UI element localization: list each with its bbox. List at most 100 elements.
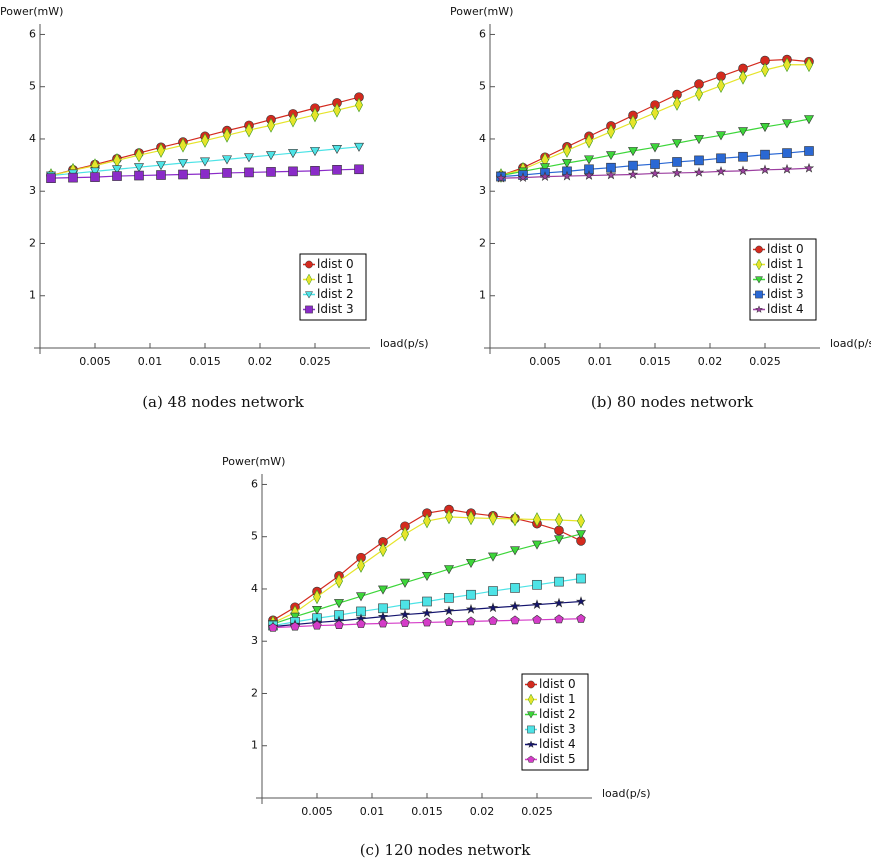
marker	[672, 157, 682, 167]
marker	[309, 147, 321, 157]
marker	[290, 621, 300, 631]
marker	[509, 600, 521, 611]
marker	[467, 510, 475, 526]
marker	[511, 511, 519, 527]
x-axis-label: load(p/s)	[380, 337, 429, 350]
legend-marker	[527, 693, 535, 706]
marker	[243, 153, 255, 163]
x-axis-label: load(p/s)	[830, 337, 871, 350]
marker	[585, 133, 593, 149]
caption: (b) 80 nodes network	[591, 393, 754, 411]
x-axis-label: load(p/s)	[602, 787, 651, 800]
x-tick-label: 0.02	[698, 355, 723, 368]
x-tick-label: 0.015	[639, 355, 671, 368]
marker	[761, 62, 769, 78]
y-tick-label: 6	[479, 27, 486, 40]
marker	[487, 552, 499, 562]
marker	[759, 123, 771, 133]
x-tick-label: 0.02	[248, 355, 273, 368]
marker	[737, 127, 749, 137]
marker	[422, 596, 432, 607]
legend-marker	[754, 276, 764, 284]
marker	[222, 168, 232, 178]
marker	[378, 618, 388, 628]
marker	[488, 615, 498, 625]
marker	[266, 167, 276, 177]
marker	[575, 530, 587, 540]
marker	[715, 165, 727, 176]
marker	[532, 614, 542, 624]
marker	[465, 603, 477, 614]
y-tick-label: 3	[479, 184, 486, 197]
marker	[399, 578, 411, 588]
marker	[311, 605, 323, 615]
legend-marker	[305, 305, 313, 314]
legend-label: ldist 5	[539, 752, 576, 766]
y-tick-label: 2	[251, 686, 258, 699]
legend-label: ldist 1	[539, 692, 576, 706]
marker	[334, 620, 344, 629]
marker	[803, 115, 815, 125]
legend-label: ldist 3	[317, 302, 354, 316]
marker	[353, 142, 365, 152]
marker	[156, 170, 166, 180]
marker	[134, 170, 144, 181]
marker	[804, 146, 814, 156]
y-tick-label: 5	[251, 530, 258, 543]
caption: (c) 120 nodes network	[360, 841, 532, 859]
legend-marker	[304, 291, 314, 299]
marker	[607, 124, 615, 140]
marker	[627, 169, 639, 179]
marker	[715, 131, 727, 141]
marker	[223, 127, 231, 143]
chart: Power(mW) load(p/s) (a) 48 nodes network 1 2…	[0, 5, 429, 411]
marker	[201, 133, 209, 148]
y-tick-label: 1	[29, 289, 36, 302]
y-tick-label: 3	[29, 184, 36, 197]
marker	[355, 592, 367, 602]
marker	[693, 166, 705, 177]
marker	[575, 596, 587, 606]
marker	[335, 573, 343, 589]
marker	[443, 605, 455, 616]
marker	[400, 618, 410, 627]
marker	[531, 540, 543, 550]
marker	[399, 609, 411, 619]
y-tick-label: 2	[29, 236, 36, 249]
legend-marker	[526, 740, 536, 749]
marker	[421, 572, 433, 582]
marker	[133, 163, 145, 173]
marker	[244, 167, 254, 178]
marker	[466, 589, 476, 600]
marker	[539, 163, 551, 173]
legend-label: ldist 4	[539, 737, 576, 751]
y-tick-label: 6	[251, 477, 258, 490]
y-axis-label: Power(mW)	[0, 5, 63, 18]
marker	[179, 137, 187, 153]
legend-label: ldist 3	[539, 722, 576, 736]
marker	[783, 57, 791, 73]
marker	[760, 149, 770, 160]
marker	[737, 165, 749, 176]
legend-marker	[754, 305, 764, 314]
marker	[289, 112, 297, 128]
legend-marker	[305, 260, 313, 269]
y-tick-label: 4	[29, 132, 36, 145]
legend-marker	[527, 755, 535, 763]
marker	[465, 558, 477, 568]
y-tick-label: 2	[479, 236, 486, 249]
y-tick-label: 4	[251, 582, 258, 595]
y-tick-label: 1	[479, 289, 486, 302]
marker	[533, 512, 541, 527]
marker	[554, 614, 564, 624]
x-tick-label: 0.01	[360, 805, 385, 818]
legend-label: ldist 2	[767, 272, 804, 286]
x-tick-label: 0.02	[470, 805, 495, 818]
marker	[401, 526, 409, 542]
marker	[178, 169, 188, 180]
marker	[627, 147, 639, 157]
legend-label: ldist 0	[317, 257, 354, 271]
legend-label: ldist 0	[767, 242, 804, 256]
x-tick-label: 0.015	[411, 805, 443, 818]
y-tick-label: 6	[29, 27, 36, 40]
